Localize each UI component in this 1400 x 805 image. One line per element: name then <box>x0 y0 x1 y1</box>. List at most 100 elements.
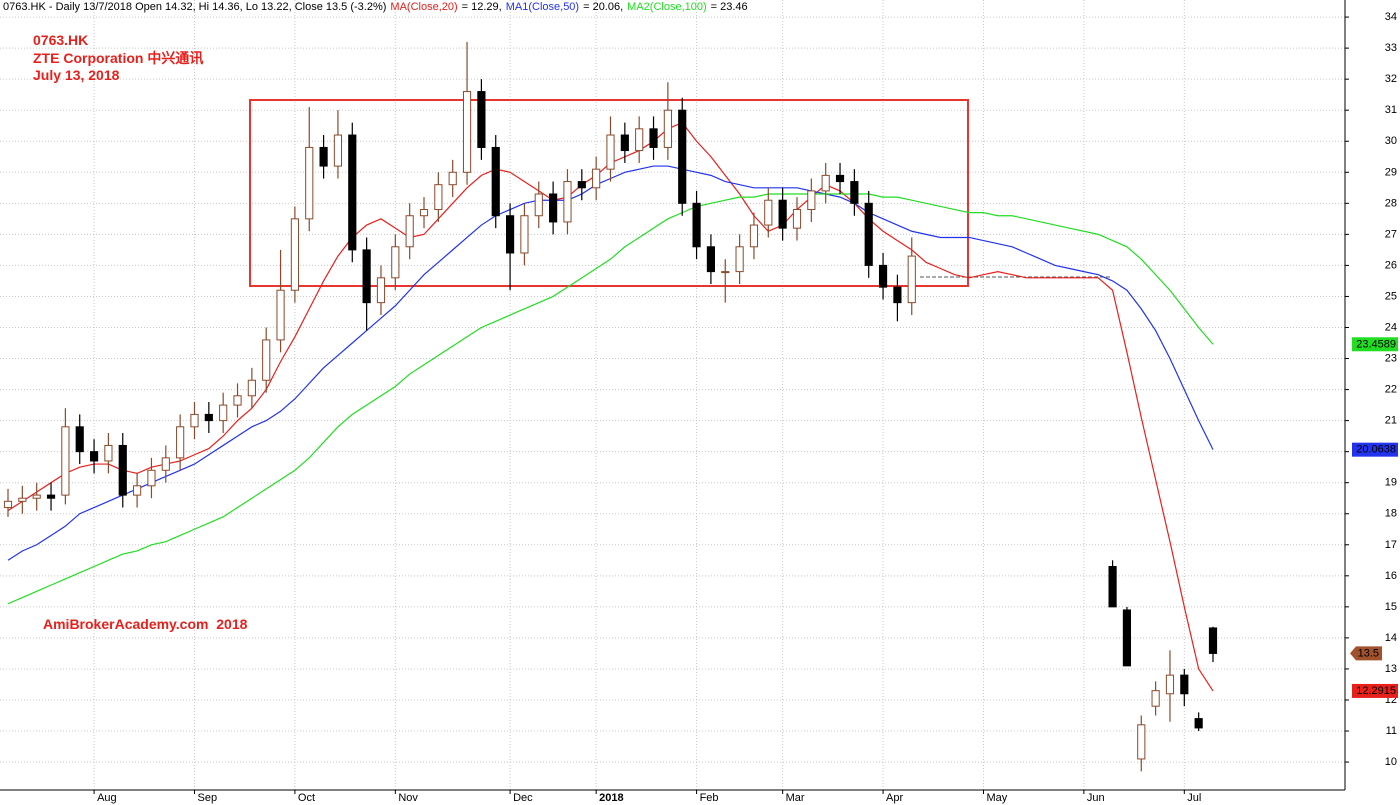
x-tick-label: Mar <box>786 792 805 804</box>
legend-value: = 23.46 <box>711 1 748 13</box>
legend-entry: MA2(Close,100) <box>627 1 706 13</box>
candle-body <box>276 289 285 341</box>
y-tick-label: 23 <box>1385 353 1397 365</box>
candle-body <box>46 494 56 499</box>
candle-body <box>262 339 271 381</box>
candle-body <box>821 174 830 192</box>
candle-body <box>75 426 84 453</box>
candle-body <box>233 395 242 406</box>
candle-body <box>592 168 601 189</box>
candle-body <box>778 199 787 229</box>
candle-body <box>878 264 888 288</box>
candle-body <box>893 286 902 304</box>
candle-body <box>1151 690 1160 707</box>
candle-body <box>850 181 859 204</box>
value-badge-label: 20.0638 <box>1356 444 1396 456</box>
candle-body <box>376 277 386 304</box>
candle-body <box>1122 609 1132 667</box>
candle-body <box>577 181 586 189</box>
candle-body <box>749 224 759 248</box>
candle-body <box>1165 674 1175 695</box>
candle-body <box>1137 724 1146 760</box>
value-badge <box>1352 683 1398 698</box>
candle-body <box>792 209 802 229</box>
x-tick-label: May <box>986 792 1007 804</box>
candles <box>3 41 1218 772</box>
candle-body <box>1180 674 1189 695</box>
legend-entry: MA(Close,20) <box>390 1 457 13</box>
candle-body <box>290 218 299 291</box>
candle-body <box>735 246 744 273</box>
annotation: 0763.HK <box>33 32 88 48</box>
candle-body <box>635 128 644 152</box>
candle-body <box>319 146 328 167</box>
y-tick-label: 10 <box>1385 756 1397 768</box>
candle-body <box>118 444 127 496</box>
annotation: July 13, 2018 <box>33 67 120 83</box>
candle-body <box>219 404 228 422</box>
candle-body <box>1194 718 1203 729</box>
x-tick-label: Feb <box>700 792 719 804</box>
header-text: 0763.HK - Daily 13/7/2018 Open 14.32, Hi… <box>3 1 386 13</box>
candle-body <box>835 174 845 183</box>
candle-body <box>247 379 256 397</box>
value-badge <box>1352 337 1398 352</box>
x-tick-label: Jul <box>1187 792 1201 804</box>
candle-body <box>204 413 213 422</box>
y-tick-label: 34 <box>1385 11 1397 23</box>
legend-value: = 12.29, <box>462 1 502 13</box>
y-tick-label: 24 <box>1385 321 1397 333</box>
candle-body <box>419 209 429 217</box>
y-tick-label: 28 <box>1385 197 1397 209</box>
x-tick-label: Jun <box>1087 792 1105 804</box>
value-badges: 12.2915 20.0638 23.4589 13.5 <box>1350 337 1398 698</box>
candle-body <box>620 134 629 152</box>
y-tick-label: 25 <box>1385 290 1397 302</box>
x-tick-label: Sep <box>197 792 217 804</box>
candle-body <box>333 134 343 167</box>
candle-body <box>1208 627 1218 654</box>
x-tick-label: Nov <box>398 792 418 804</box>
x-tick-label: Apr <box>886 792 903 804</box>
x-tick-label: 2018 <box>599 792 623 804</box>
legend-value: = 20.06, <box>583 1 623 13</box>
candle-body <box>3 500 13 509</box>
candle-body <box>176 426 185 459</box>
y-tick-label: 32 <box>1385 73 1397 85</box>
y-tick-label: 13 <box>1385 663 1397 675</box>
candle-body <box>663 109 672 148</box>
y-tick-label: 18 <box>1385 508 1397 520</box>
candle-body <box>721 271 730 274</box>
candle-body <box>907 255 916 304</box>
candle-body <box>348 134 357 251</box>
x-tick-label: Aug <box>97 792 117 804</box>
candle-body <box>549 193 558 223</box>
candle-body <box>32 494 41 499</box>
legend-entry: MA1(Close,50) <box>506 1 579 13</box>
candle-body <box>764 199 773 226</box>
candle-body <box>491 146 500 217</box>
candle-body <box>1108 566 1117 608</box>
last-close-badge <box>1350 646 1382 661</box>
x-tick-label: Oct <box>298 792 315 804</box>
value-badge <box>1352 442 1398 457</box>
candle-body <box>61 426 70 496</box>
y-tick-label: 11 <box>1386 725 1397 737</box>
y-tick-label: 15 <box>1385 601 1397 613</box>
candle-body <box>462 91 472 173</box>
y-tick-label: 22 <box>1385 384 1397 396</box>
candle-body <box>606 134 615 170</box>
y-tick-label: 26 <box>1385 259 1397 271</box>
grid <box>0 0 1345 790</box>
header: 0763.HK - Daily 13/7/2018 Open 14.32, Hi… <box>3 1 748 13</box>
y-tick-label: 21 <box>1385 415 1397 427</box>
y-tick-label: 17 <box>1385 539 1397 551</box>
candle-body <box>807 190 816 211</box>
candle-body <box>147 469 156 487</box>
candle-body <box>362 249 371 304</box>
candle-body <box>89 451 99 462</box>
x-tick-label: Dec <box>513 792 533 804</box>
ma-line <box>7 193 1214 605</box>
